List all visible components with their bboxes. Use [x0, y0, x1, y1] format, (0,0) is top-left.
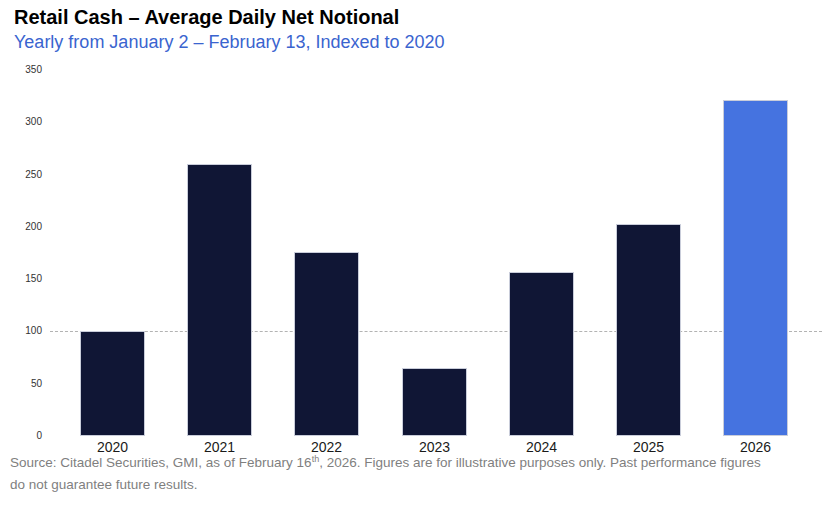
y-axis-tick-label: 300 [0, 116, 42, 128]
bar-2025 [616, 224, 681, 436]
source-text: Source: Citadel Securities, GMI, as of F… [10, 455, 312, 470]
y-axis-tick-label: 350 [0, 64, 42, 76]
chart-page: Retail Cash – Average Daily Net Notional… [0, 0, 830, 506]
bar-2023 [402, 368, 467, 436]
source-note-line1: Source: Citadel Securities, GMI, as of F… [10, 452, 826, 474]
source-note: Source: Citadel Securities, GMI, as of F… [10, 452, 826, 496]
bar-2021 [187, 164, 252, 436]
y-axis-tick-label: 250 [0, 169, 42, 181]
source-text-rest: , 2026. Figures are for illustrative pur… [319, 455, 761, 470]
y-axis-tick-label: 200 [0, 221, 42, 233]
source-note-line2: do not guarantee future results. [10, 474, 826, 496]
bar-2024 [509, 272, 574, 436]
reference-line-100 [50, 331, 822, 332]
bar-chart-plot-area: 0501001502002503003502020202120222023202… [0, 0, 830, 460]
y-axis-tick-label: 0 [0, 430, 42, 442]
bar-2026 [723, 100, 788, 436]
y-axis-tick-label: 50 [0, 378, 42, 390]
bar-2022 [294, 252, 359, 436]
bar-2020 [80, 331, 145, 436]
y-axis-tick-label: 150 [0, 273, 42, 285]
y-axis-tick-label: 100 [0, 325, 42, 337]
